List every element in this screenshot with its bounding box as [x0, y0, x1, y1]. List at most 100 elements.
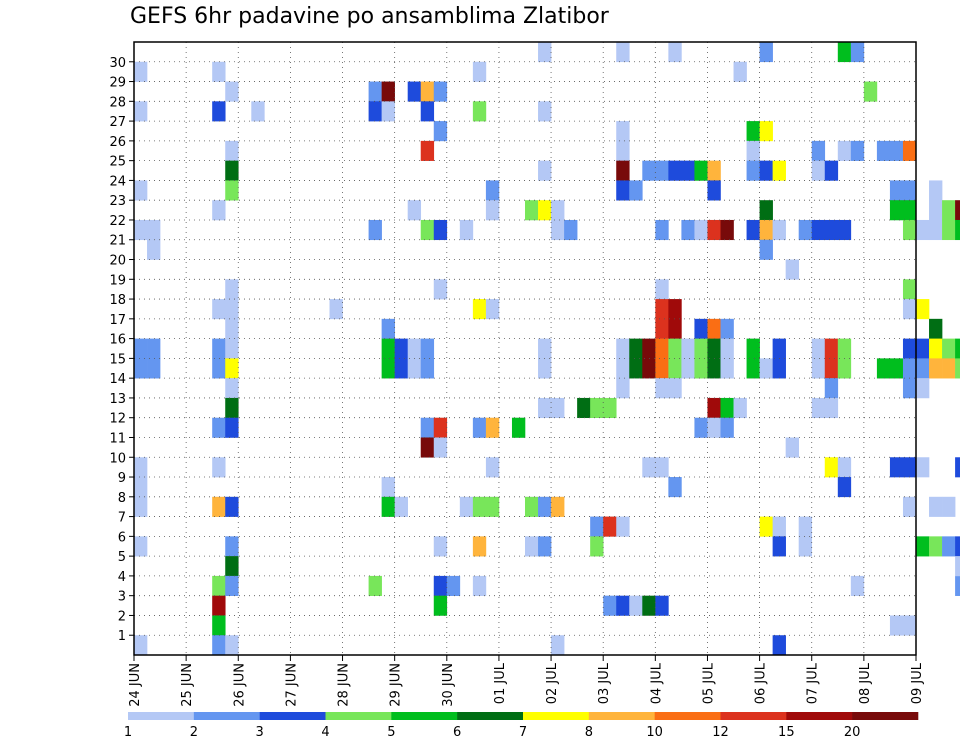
heatmap-cell [916, 219, 930, 241]
heatmap-cell [668, 318, 682, 339]
heatmap-cell [850, 575, 865, 596]
x-tick-label: 26 JUN [232, 663, 247, 707]
legend-label: 5 [387, 725, 395, 740]
heatmap-cell [433, 417, 448, 438]
heatmap-cell [798, 536, 813, 557]
y-tick-label: 15 [109, 352, 126, 367]
heatmap-cell [759, 121, 773, 142]
heatmap-cell [642, 338, 656, 359]
y-tick-label: 13 [109, 392, 126, 407]
heatmap-cell [707, 219, 721, 241]
heatmap-cell [225, 556, 239, 577]
legend-swatch [128, 712, 195, 720]
heatmap-cell [655, 338, 669, 359]
x-tick-label: 29 JUN [389, 663, 404, 707]
heatmap-cell [368, 219, 382, 241]
heatmap-cell [850, 140, 865, 161]
y-tick-label: 20 [109, 254, 126, 269]
heatmap-cell [433, 219, 448, 241]
legend-label: 4 [321, 725, 329, 740]
heatmap-cell [212, 457, 226, 478]
y-tick-label: 2 [118, 609, 126, 624]
heatmap-cell [538, 200, 552, 221]
heatmap-cell [472, 536, 487, 557]
heatmap-cell [225, 299, 239, 320]
heatmap-cell [902, 219, 917, 241]
heatmap-cell [212, 101, 226, 122]
heatmap-cell [433, 575, 448, 596]
y-tick-label: 7 [118, 511, 126, 526]
legend-label: 3 [256, 725, 264, 740]
heatmap-cell [837, 140, 852, 161]
heatmap-cell [837, 42, 852, 63]
heatmap-cell [420, 358, 435, 379]
y-tick-label: 22 [109, 214, 126, 229]
chart-title: GEFS 6hr padavine po ansamblima Zlatibor [130, 4, 609, 29]
heatmap-cell [134, 477, 148, 498]
x-tick-label: 01 JUL [493, 662, 508, 704]
heatmap-cell [212, 61, 226, 82]
legend-label: 12 [712, 725, 729, 740]
heatmap-cell [955, 575, 960, 596]
heatmap-cell [902, 378, 917, 399]
heatmap-cell [642, 160, 656, 181]
heatmap-cell [655, 219, 669, 241]
heatmap-cell [889, 200, 904, 221]
heatmap-cell [616, 180, 630, 201]
legend-label: 2 [190, 725, 198, 740]
heatmap-cell [485, 417, 500, 438]
heatmap-cell [381, 81, 395, 102]
legend-swatch [523, 712, 590, 720]
legend-swatch [588, 712, 655, 720]
heatmap-cell [433, 121, 448, 142]
heatmap-cell [837, 457, 852, 478]
heatmap-cell [616, 42, 630, 63]
heatmap-cell [655, 279, 669, 300]
heatmap-cell [134, 457, 148, 478]
heatmap-cell [134, 536, 148, 557]
heatmap-cell [616, 358, 630, 379]
heatmap-cell [942, 219, 956, 241]
heatmap-cell [655, 595, 669, 616]
heatmap-cell [538, 496, 552, 517]
heatmap-cell [642, 457, 656, 478]
heatmap-cell [655, 378, 669, 399]
heatmap-cell [811, 397, 826, 419]
heatmap-cell [798, 219, 813, 241]
heatmap-cell [824, 397, 839, 419]
heatmap-cell [212, 635, 226, 656]
heatmap-cell [485, 200, 500, 221]
legend-swatch [193, 712, 260, 720]
y-tick-label: 8 [118, 491, 126, 506]
heatmap-cell [916, 338, 930, 359]
heatmap-cell [759, 42, 773, 63]
heatmap-cell [772, 635, 786, 656]
heatmap-cell [746, 121, 760, 142]
heatmap-cell [772, 160, 786, 181]
y-tick-label: 27 [109, 115, 126, 130]
heatmap-cell [889, 457, 904, 478]
heatmap-cell [551, 219, 565, 241]
heatmap-cell [134, 101, 148, 122]
heatmap-cell [134, 338, 148, 359]
legend-label: 7 [519, 725, 527, 740]
heatmap-cell [655, 160, 669, 181]
heatmap-cell [942, 338, 956, 359]
heatmap-cell [733, 397, 747, 419]
heatmap-cell [407, 200, 422, 221]
heatmap-cell [824, 378, 839, 399]
x-tick-label: 27 JUN [284, 663, 299, 707]
heatmap-cell [225, 575, 239, 596]
heatmap-cell [668, 338, 682, 359]
heatmap-cell [472, 61, 487, 82]
y-tick-label: 17 [109, 313, 126, 328]
heatmap-cell [707, 417, 721, 438]
y-tick-label: 3 [118, 590, 126, 605]
heatmap-cell [746, 219, 760, 241]
heatmap-cell [225, 140, 239, 161]
heatmap-cell [590, 536, 604, 557]
heatmap-cell [955, 338, 960, 359]
heatmap-cell [368, 101, 382, 122]
grid-layer [134, 42, 916, 655]
